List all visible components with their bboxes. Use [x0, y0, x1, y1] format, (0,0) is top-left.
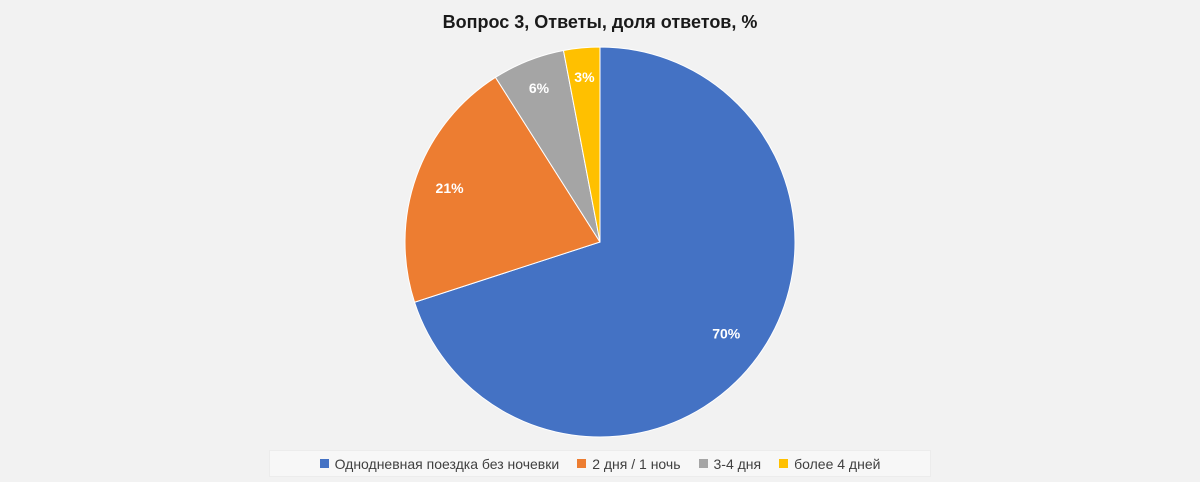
legend-item-one-day[interactable]: Однодневная поездка без ночевки [319, 455, 560, 472]
pie-slice-one-day[interactable] [413, 46, 796, 438]
legend-item-three-four-days[interactable]: 3-4 дня [698, 455, 762, 472]
legend-swatch-two-days [577, 459, 587, 468]
legend-swatch-more-than-four-days [779, 459, 789, 468]
legend-swatch-one-day [319, 459, 329, 468]
legend-label-one-day: Однодневная поездка без ночевки [334, 455, 560, 472]
data-label-more-than-four-days: 3% [574, 69, 595, 85]
pie-slice-more-than-four-days[interactable] [562, 46, 601, 243]
legend-swatch-three-four-days [698, 459, 708, 468]
data-label-one-day: 70% [712, 326, 741, 342]
data-label-three-four-days: 6% [529, 80, 550, 96]
legend-item-more-than-four-days[interactable]: более 4 дней [779, 456, 880, 472]
legend-label-three-four-days: 3-4 дня [713, 455, 762, 472]
chart-legend: Однодневная поездка без ночевки 2 дня / … [269, 450, 931, 477]
legend-label-more-than-four-days: более 4 дней [794, 455, 881, 472]
legend-label-two-days: 2 дня / 1 ночь [592, 455, 681, 472]
chart-title: Вопрос 3, Ответы, доля ответов, % [442, 12, 758, 32]
data-label-two-days: 21% [436, 180, 465, 196]
legend-item-two-days[interactable]: 2 дня / 1 ночь [577, 455, 681, 472]
pie-slice-two-days[interactable] [404, 76, 601, 303]
